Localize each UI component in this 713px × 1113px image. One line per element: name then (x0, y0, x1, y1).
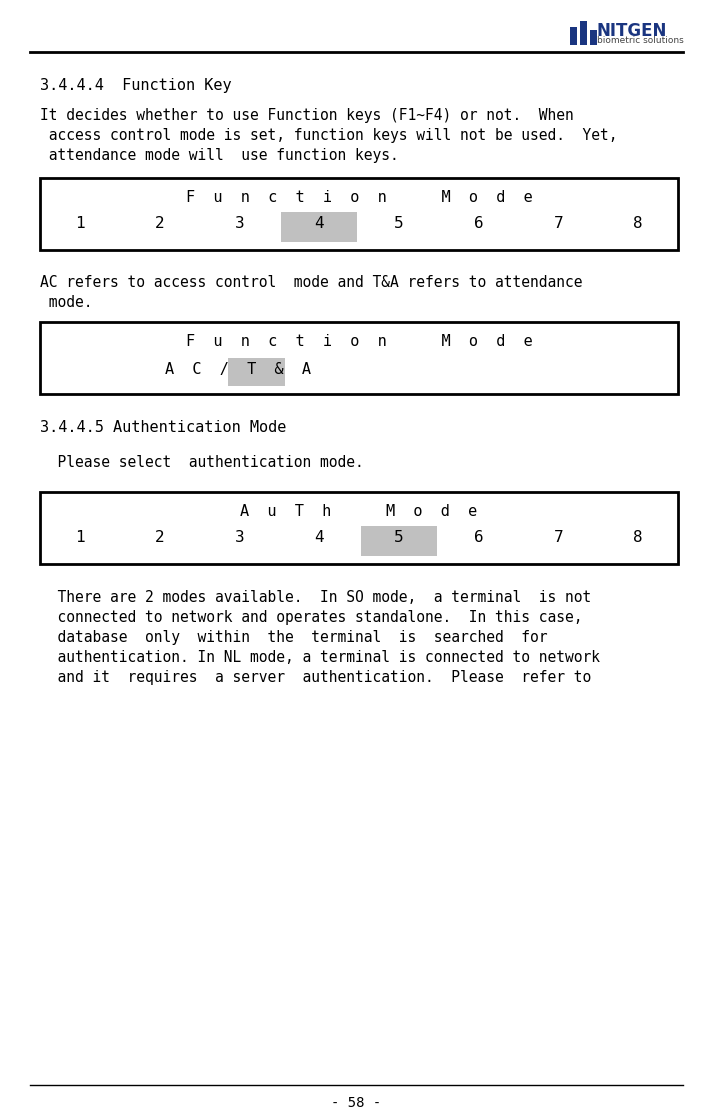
Text: 2: 2 (155, 216, 165, 232)
Text: 5: 5 (394, 216, 404, 232)
Text: A  u  T  h      M  o  d  e: A u T h M o d e (240, 504, 478, 519)
Bar (590, 30, 597, 45)
Text: 5: 5 (394, 530, 404, 545)
Text: mode.: mode. (40, 295, 93, 311)
Text: - 58 -: - 58 - (331, 1096, 381, 1110)
Text: 3: 3 (235, 216, 244, 232)
Text: Please select  authentication mode.: Please select authentication mode. (40, 455, 364, 470)
Text: authentication. In NL mode, a terminal is connected to network: authentication. In NL mode, a terminal i… (40, 650, 600, 664)
Text: 2: 2 (155, 530, 165, 545)
Text: attendance mode will  use function keys.: attendance mode will use function keys. (40, 148, 399, 162)
Text: 6: 6 (474, 216, 483, 232)
Bar (361, 526, 437, 556)
Bar (580, 21, 587, 45)
Text: access control mode is set, function keys will not be used.  Yet,: access control mode is set, function key… (40, 128, 617, 142)
Text: It decides whether to use Function keys (F1~F4) or not.  When: It decides whether to use Function keys … (40, 108, 574, 124)
Text: There are 2 modes available.  In SO mode,  a terminal  is not: There are 2 modes available. In SO mode,… (40, 590, 591, 605)
Bar (40, 492, 678, 564)
Text: connected to network and operates standalone.  In this case,: connected to network and operates standa… (40, 610, 583, 626)
Text: 4: 4 (314, 530, 324, 545)
Bar (570, 27, 577, 45)
Text: 1: 1 (75, 216, 85, 232)
Text: AC refers to access control  mode and T&A refers to attendance: AC refers to access control mode and T&A… (40, 275, 583, 290)
Text: NITGEN: NITGEN (597, 22, 667, 40)
Text: 7: 7 (553, 216, 563, 232)
Text: 3.4.4.5 Authentication Mode: 3.4.4.5 Authentication Mode (40, 420, 287, 435)
Bar (40, 322, 678, 394)
Text: database  only  within  the  terminal  is  searched  for: database only within the terminal is sea… (40, 630, 548, 646)
Text: F  u  n  c  t  i  o  n      M  o  d  e: F u n c t i o n M o d e (185, 334, 533, 349)
Text: 6: 6 (474, 530, 483, 545)
Text: and it  requires  a server  authentication.  Please  refer to: and it requires a server authentication.… (40, 670, 591, 684)
Text: 1: 1 (75, 530, 85, 545)
Text: A  C  /  T  &  A: A C / T & A (165, 362, 311, 377)
Text: 8: 8 (633, 216, 643, 232)
Bar (40, 178, 678, 250)
Text: 3: 3 (235, 530, 244, 545)
Text: 4: 4 (314, 216, 324, 232)
Text: 8: 8 (633, 530, 643, 545)
Bar (227, 358, 284, 386)
Text: 3.4.4.4  Function Key: 3.4.4.4 Function Key (40, 78, 232, 93)
Text: 7: 7 (553, 530, 563, 545)
Text: biometric solutions: biometric solutions (597, 36, 684, 45)
Text: F  u  n  c  t  i  o  n      M  o  d  e: F u n c t i o n M o d e (185, 190, 533, 205)
Bar (281, 211, 357, 242)
